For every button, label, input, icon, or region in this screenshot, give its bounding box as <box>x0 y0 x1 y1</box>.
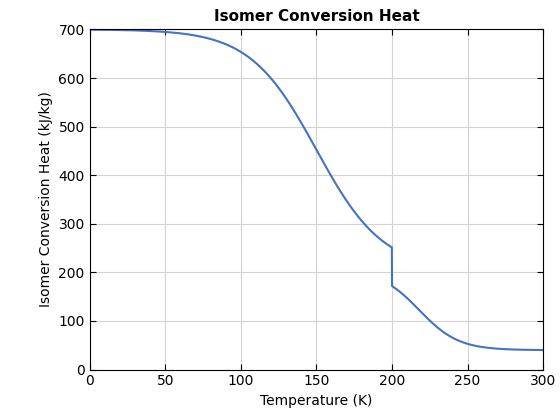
Y-axis label: Isomer Conversion Heat (kJ/kg): Isomer Conversion Heat (kJ/kg) <box>39 92 53 307</box>
X-axis label: Temperature (K): Temperature (K) <box>260 394 372 408</box>
Title: Isomer Conversion Heat: Isomer Conversion Heat <box>213 9 419 24</box>
